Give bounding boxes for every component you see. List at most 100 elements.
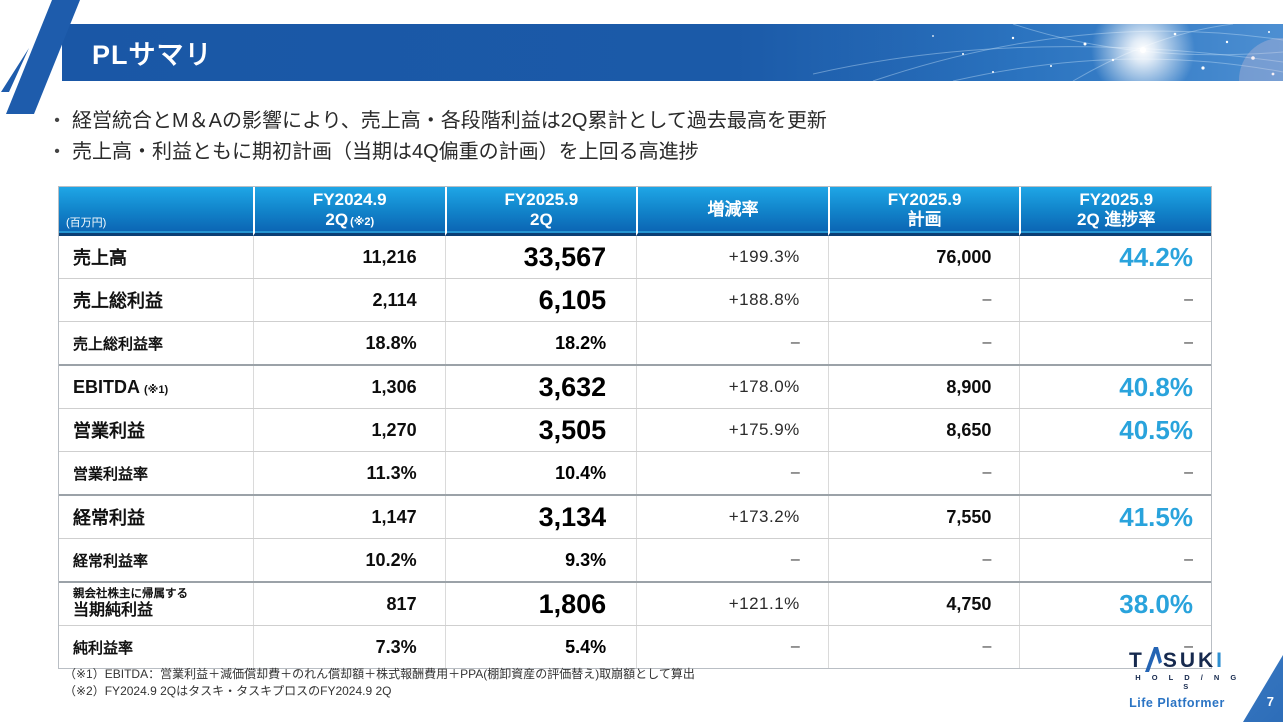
footnote-2: （※2）FY2024.9 2Qはタスキ・タスキプロスのFY2024.9 2Q [64, 683, 392, 698]
bullet-dot: • [54, 143, 60, 160]
cell-fy2025: 5.4% [565, 636, 607, 657]
footnote-1: （※1）EBITDA：営業利益＋減価償却費＋のれん償却額＋株式報酬費用＋PPA(… [64, 667, 695, 681]
cell-fy2025: 1,806 [538, 588, 607, 619]
cell-change: – [790, 464, 800, 481]
cell-plan: 8,650 [827, 409, 1020, 451]
cell-change-rate: – [636, 539, 828, 581]
row-label-cell: 経常利益率 [59, 539, 253, 581]
cell-change: +173.2% [728, 507, 800, 526]
cell-progress: 41.5% [1119, 501, 1193, 532]
cell-progress-rate: – [1019, 279, 1211, 321]
cell-progress-rate: – [1019, 322, 1211, 364]
cell-plan-value: 8,900 [946, 376, 992, 397]
row-label-cell: 営業利益率 [59, 452, 253, 494]
cell-fy2025-2q: 3,134 [444, 496, 637, 538]
page-title: PLサマリ [92, 40, 213, 70]
cell-fy2024: 10.2% [365, 549, 417, 570]
row-label-cell: 売上高 [59, 236, 253, 278]
cell-plan-value: 8,650 [946, 419, 992, 440]
cell-fy2025-2q: 10.4% [444, 452, 637, 494]
page-corner-shape [1243, 655, 1283, 722]
bullet-text: 売上高・利益ともに期初計画（当期は4Q偏重の計画）を上回る高進捗 [72, 141, 699, 163]
cell-plan-value: 76,000 [936, 246, 992, 267]
cell-change: +121.1% [728, 594, 800, 613]
cell-progress-rate: – [1019, 626, 1211, 668]
cell-plan-value: – [982, 638, 992, 655]
cell-fy2025: 6,105 [538, 284, 607, 315]
header-change-rate: 増減率 [636, 187, 828, 236]
cell-progress: – [1184, 464, 1193, 481]
cell-fy2024-2q: 7.3% [253, 626, 445, 668]
row-label-cell: 営業利益 [59, 409, 253, 451]
header-fy2025-progress: FY2025.9 2Q 進捗率 [1019, 187, 1211, 236]
header-fy2025-2q: FY2025.9 2Q [444, 187, 637, 236]
cell-change: – [790, 638, 800, 655]
table-row: 売上高 11,216 33,567 +199.3% 76,000 44.2% [59, 236, 1211, 279]
cell-progress-rate: 41.5% [1019, 496, 1211, 538]
cell-plan: – [827, 322, 1020, 364]
cell-fy2025-2q: 18.2% [444, 322, 637, 364]
cell-plan-value: – [982, 464, 992, 481]
header-fy2024-2q: FY2024.9 2Q (※2) [253, 187, 445, 236]
cell-change: +199.3% [728, 247, 800, 266]
cell-fy2024: 1,306 [371, 376, 417, 397]
cell-plan-value: 7,550 [946, 506, 992, 527]
cell-plan-value: 4,750 [946, 593, 992, 614]
cell-progress-rate: – [1019, 452, 1211, 494]
row-label: EBITDA [73, 376, 140, 397]
cell-fy2024-2q: 11.3% [253, 452, 445, 494]
table-row: 売上総利益 2,114 6,105 +188.8% – – [59, 279, 1211, 322]
table-row: EBITDA (※1) 1,306 3,632 +178.0% 8,900 40.… [59, 366, 1211, 409]
table-rows: 売上高 11,216 33,567 +199.3% 76,000 44.2% 売… [59, 236, 1211, 668]
cell-fy2025: 3,505 [538, 414, 607, 445]
cell-fy2024: 1,147 [371, 506, 417, 527]
logo-holdings-text: H O L D / N G S [1135, 673, 1241, 691]
cell-fy2024-2q: 817 [253, 583, 445, 625]
table-row: 営業利益 1,270 3,505 +175.9% 8,650 40.5% [59, 409, 1211, 452]
cell-change-rate: +199.3% [636, 236, 828, 278]
cell-fy2024-2q: 1,147 [253, 496, 445, 538]
row-label: 営業利益 [73, 421, 145, 441]
cell-progress: – [1184, 291, 1193, 308]
cell-change-rate: – [636, 452, 828, 494]
cell-change: – [790, 334, 800, 351]
cell-plan-value: – [982, 291, 992, 308]
cell-progress-rate: 44.2% [1019, 236, 1211, 278]
cell-fy2025-2q: 9.3% [444, 539, 637, 581]
cell-progress: – [1184, 551, 1193, 568]
cell-fy2024-2q: 11,216 [253, 236, 445, 278]
row-label: 売上高 [73, 248, 127, 268]
cell-progress: 40.5% [1119, 414, 1193, 445]
logo-i-letter: I [1216, 649, 1225, 672]
cell-fy2025-2q: 3,505 [444, 409, 637, 451]
cell-progress-rate: – [1019, 539, 1211, 581]
header-fy2025-plan: FY2025.9 計画 [827, 187, 1020, 236]
cell-change-rate: – [636, 322, 828, 364]
row-label: 当期純利益 [73, 601, 154, 619]
cell-plan: 7,550 [827, 496, 1020, 538]
cell-plan: – [827, 279, 1020, 321]
table-row: 純利益率 7.3% 5.4% – – – [59, 626, 1211, 668]
header-note: (※2) [350, 216, 375, 228]
cell-progress: 40.8% [1119, 371, 1193, 402]
footnotes: （※1）EBITDA：営業利益＋減価償却費＋のれん償却額＋株式報酬費用＋PPA(… [64, 666, 695, 700]
row-label: 売上総利益率 [73, 335, 164, 353]
cell-progress: – [1184, 334, 1193, 351]
page-number: 7 [1266, 694, 1274, 709]
bullet-text: 経営統合とM＆Aの影響により、売上高・各段階利益は2Q累計として過去最高を更新 [72, 110, 827, 132]
summary-bullets: • 経営統合とM＆Aの影響により、売上高・各段階利益は2Q累計として過去最高を更… [42, 106, 827, 168]
header-unit-label: (百万円) [59, 187, 253, 236]
logo-a-icon [1144, 647, 1162, 672]
cell-fy2024: 18.8% [365, 332, 417, 353]
cell-fy2025-2q: 1,806 [444, 583, 637, 625]
row-label-cell: 経常利益 [59, 496, 253, 538]
row-label-cell: 親会社株主に帰属する 当期純利益 [59, 583, 253, 625]
tasuki-a-mark-icon [1, 0, 80, 114]
table-row: 経常利益 1,147 3,134 +173.2% 7,550 41.5% [59, 496, 1211, 539]
cell-progress: 44.2% [1119, 241, 1193, 272]
logo-tagline: Life Platformer [1129, 696, 1225, 710]
row-label: 営業利益率 [73, 465, 149, 483]
cell-progress: – [1184, 638, 1193, 655]
cell-fy2024: 11,216 [362, 246, 417, 267]
